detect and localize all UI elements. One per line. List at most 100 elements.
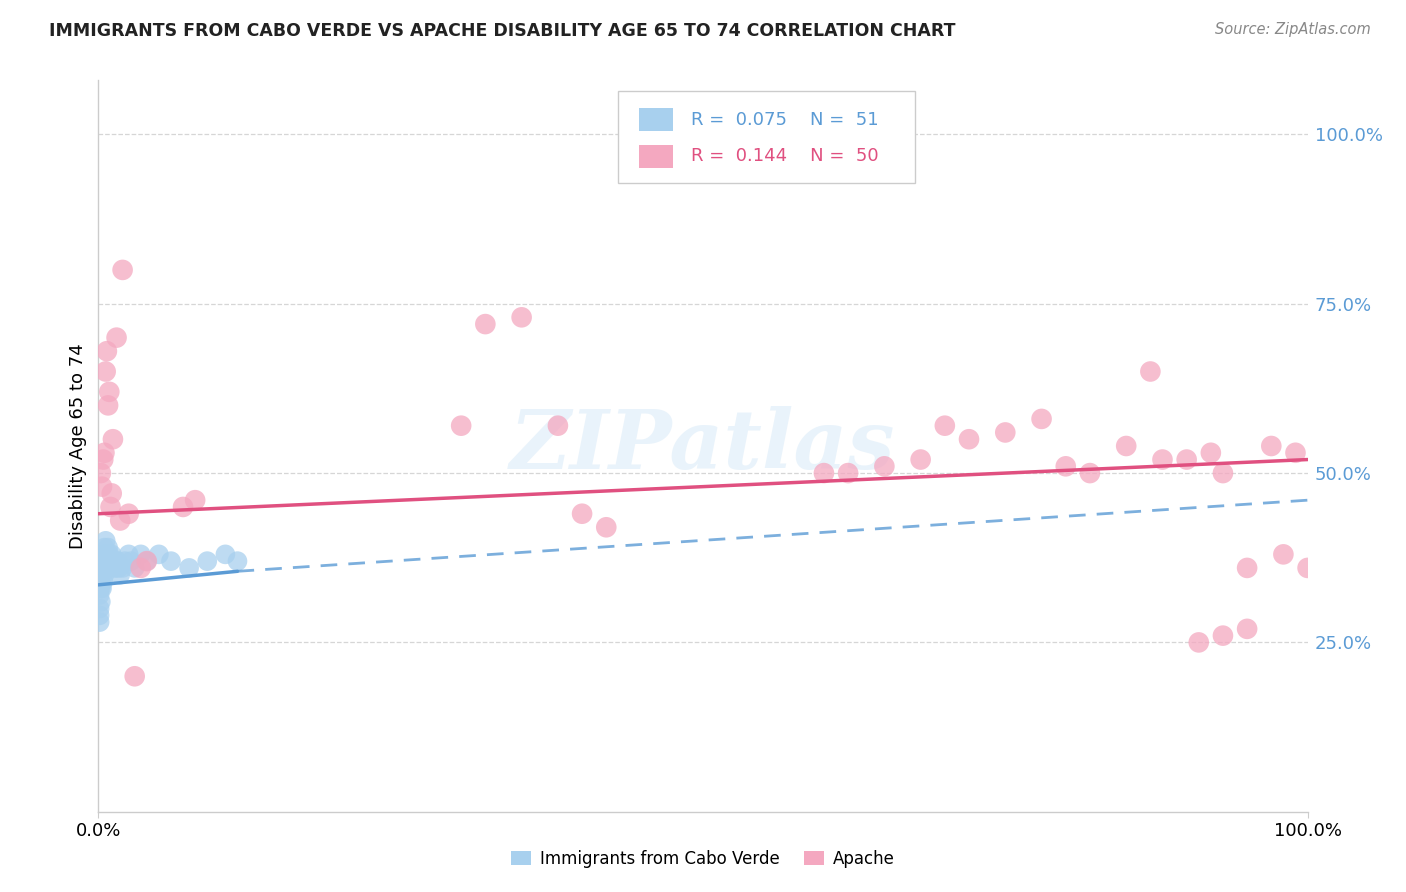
Point bbox=[100, 547, 122, 561]
Point bbox=[100, 486, 122, 500]
Point bbox=[1236, 561, 1258, 575]
Point bbox=[547, 418, 569, 433]
Point bbox=[111, 561, 134, 575]
Point bbox=[101, 432, 124, 446]
Point bbox=[101, 554, 124, 568]
Text: ZIPatlas: ZIPatlas bbox=[510, 406, 896, 486]
Point bbox=[450, 418, 472, 433]
Point bbox=[910, 452, 932, 467]
Point bbox=[98, 384, 121, 399]
Point bbox=[96, 344, 118, 359]
Point bbox=[98, 547, 121, 561]
Point bbox=[107, 554, 129, 568]
Point bbox=[93, 567, 115, 582]
Point bbox=[837, 466, 859, 480]
Point bbox=[93, 446, 115, 460]
Point bbox=[89, 601, 111, 615]
Point bbox=[100, 554, 122, 568]
Y-axis label: Disability Age 65 to 74: Disability Age 65 to 74 bbox=[69, 343, 87, 549]
Point bbox=[135, 554, 157, 568]
Text: IMMIGRANTS FROM CABO VERDE VS APACHE DISABILITY AGE 65 TO 74 CORRELATION CHART: IMMIGRANTS FROM CABO VERDE VS APACHE DIS… bbox=[49, 22, 956, 40]
Point bbox=[108, 561, 131, 575]
Point bbox=[934, 418, 956, 433]
Point bbox=[118, 507, 141, 521]
Point bbox=[873, 459, 896, 474]
Point bbox=[105, 331, 128, 345]
Point bbox=[1115, 439, 1137, 453]
Point bbox=[108, 567, 131, 582]
Point bbox=[813, 466, 835, 480]
Point bbox=[89, 574, 111, 589]
Legend: Immigrants from Cabo Verde, Apache: Immigrants from Cabo Verde, Apache bbox=[505, 844, 901, 875]
Point bbox=[1139, 364, 1161, 378]
Point bbox=[595, 520, 617, 534]
Point bbox=[195, 554, 218, 568]
Point bbox=[94, 533, 117, 548]
Point bbox=[1199, 446, 1222, 460]
Point bbox=[1054, 459, 1077, 474]
Point bbox=[1212, 629, 1234, 643]
Point bbox=[91, 574, 114, 589]
Point bbox=[129, 547, 152, 561]
Point bbox=[91, 567, 114, 582]
Point bbox=[90, 561, 112, 575]
Point bbox=[90, 595, 112, 609]
Point bbox=[93, 554, 115, 568]
Point bbox=[89, 561, 111, 575]
Point bbox=[91, 452, 114, 467]
Point bbox=[1078, 466, 1101, 480]
Point bbox=[1031, 412, 1053, 426]
Text: Source: ZipAtlas.com: Source: ZipAtlas.com bbox=[1215, 22, 1371, 37]
Point bbox=[118, 547, 141, 561]
FancyBboxPatch shape bbox=[638, 108, 673, 131]
Point bbox=[474, 317, 496, 331]
Point bbox=[91, 554, 114, 568]
Point bbox=[89, 608, 111, 623]
Point bbox=[571, 507, 593, 521]
Point bbox=[129, 561, 152, 575]
Point bbox=[1175, 452, 1198, 467]
Point bbox=[96, 547, 118, 561]
Point bbox=[111, 263, 134, 277]
Point bbox=[1284, 446, 1306, 460]
Point bbox=[93, 541, 115, 555]
Text: R =  0.144    N =  50: R = 0.144 N = 50 bbox=[690, 147, 879, 165]
Point bbox=[91, 480, 114, 494]
Point bbox=[214, 547, 236, 561]
Point bbox=[1272, 547, 1295, 561]
Point bbox=[90, 567, 112, 582]
Point bbox=[89, 615, 111, 629]
Point bbox=[89, 588, 111, 602]
FancyBboxPatch shape bbox=[638, 145, 673, 168]
Point bbox=[94, 554, 117, 568]
Point bbox=[120, 554, 142, 568]
Text: R =  0.075    N =  51: R = 0.075 N = 51 bbox=[690, 111, 879, 128]
Point bbox=[1296, 561, 1319, 575]
Point bbox=[124, 669, 146, 683]
Point bbox=[994, 425, 1017, 440]
Point bbox=[97, 554, 120, 568]
Point bbox=[1152, 452, 1174, 467]
Point bbox=[114, 554, 136, 568]
Point bbox=[97, 541, 120, 555]
Point bbox=[135, 554, 157, 568]
Point bbox=[91, 581, 114, 595]
Point bbox=[124, 561, 146, 575]
Point bbox=[148, 547, 170, 561]
Point bbox=[957, 432, 980, 446]
Point bbox=[226, 554, 249, 568]
Point bbox=[1212, 466, 1234, 480]
Point bbox=[90, 466, 112, 480]
Point bbox=[91, 561, 114, 575]
Point bbox=[179, 561, 201, 575]
Point bbox=[510, 310, 533, 325]
Point bbox=[1260, 439, 1282, 453]
Point bbox=[103, 561, 125, 575]
Point bbox=[91, 561, 114, 575]
FancyBboxPatch shape bbox=[619, 91, 915, 183]
Point bbox=[1188, 635, 1211, 649]
Point bbox=[96, 561, 118, 575]
Point bbox=[97, 398, 120, 412]
Point bbox=[160, 554, 183, 568]
Point bbox=[104, 554, 127, 568]
